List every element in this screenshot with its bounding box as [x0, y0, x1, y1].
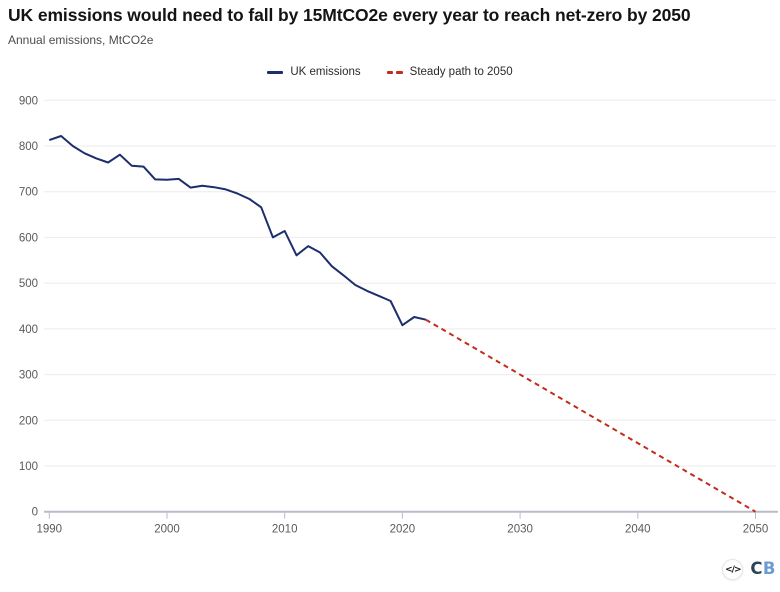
x-tick-label: 2030 [507, 524, 533, 536]
legend-label-uk-emissions: UK emissions [290, 66, 361, 78]
y-tick-label: 0 [32, 507, 38, 519]
uk-emissions-line [48, 135, 427, 327]
y-tick-label: 400 [19, 324, 38, 336]
legend-item-uk-emissions[interactable]: UK emissions [267, 66, 361, 78]
legend-item-steady-path[interactable]: Steady path to 2050 [386, 66, 513, 78]
x-tick-label: 2040 [625, 524, 651, 536]
y-tick-label: 500 [19, 278, 38, 290]
carbon-brief-logo[interactable]: CB [750, 561, 776, 578]
carbon-brief-logo-c: C [750, 559, 763, 579]
x-tick-label: 1990 [37, 524, 63, 536]
y-tick-label: 600 [19, 232, 38, 244]
y-tick-label: 300 [19, 370, 38, 382]
x-tick-label: 2010 [272, 524, 298, 536]
y-tick-label: 900 [19, 95, 38, 107]
legend-label-steady-path: Steady path to 2050 [409, 66, 513, 78]
y-tick-label: 700 [19, 187, 38, 199]
chart-title: UK emissions would need to fall by 15MtC… [8, 5, 691, 25]
y-tick-label: 100 [19, 461, 38, 473]
uk-emissions-line-swatch [267, 70, 284, 74]
y-tick-label: 200 [19, 415, 38, 427]
embed-code-button[interactable]: </> [722, 559, 744, 580]
steady-path-dashed-swatch [386, 70, 403, 74]
y-tick-label: 800 [19, 141, 38, 153]
steady-path-line [425, 318, 757, 513]
legend: UK emissions Steady path to 2050 [0, 66, 780, 78]
x-tick-label: 2000 [154, 524, 180, 536]
footer: </> CB [722, 559, 776, 580]
x-tick-label: 2050 [743, 524, 769, 536]
carbon-brief-logo-b: B [762, 559, 776, 579]
chart-subtitle: Annual emissions, MtCO2e [8, 33, 154, 47]
x-tick-label: 2020 [390, 524, 416, 536]
